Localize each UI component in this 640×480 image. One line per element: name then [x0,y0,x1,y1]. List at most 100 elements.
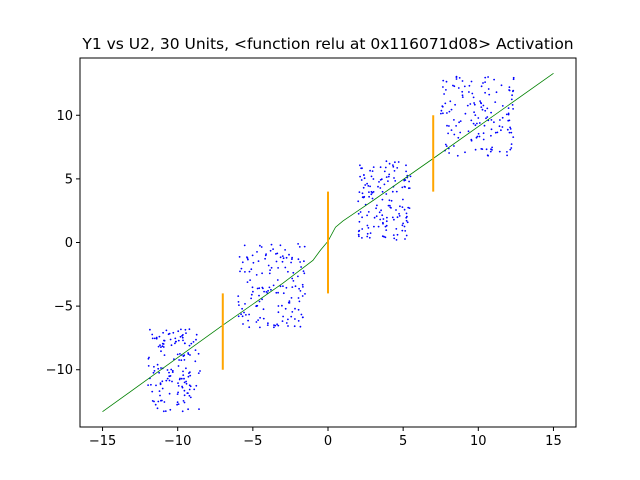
scatter-point [188,344,191,347]
scatter-point [385,220,388,223]
scatter-point [490,134,492,137]
scatter-point [161,387,164,390]
scatter-point [480,148,483,150]
scatter-point [512,90,514,93]
scatter-point [244,271,246,273]
scatter-point [180,377,183,380]
scatter-point [257,260,260,262]
scatter-point [363,174,365,176]
scatter-point [490,111,492,114]
scatter-point [364,184,367,186]
scatter-point [197,372,200,374]
scatter-point [194,349,197,351]
scatter-point [408,207,411,210]
scatter-point [256,287,259,290]
scatter-point [176,393,179,395]
scatter-point [188,372,190,374]
scatter-point [170,344,173,347]
scatter-point [182,334,184,336]
scatter-point [366,235,369,238]
scatter-point [362,186,365,189]
scatter-point [405,212,408,215]
scatter-point [183,401,186,404]
scatter-point [509,127,512,130]
scatter-point [467,130,470,133]
scatter-point [276,323,278,326]
scatter-point [255,305,258,308]
scatter-point [241,261,244,264]
scatter-point [152,371,155,374]
scatter-point [260,246,263,248]
y-tick-label: −10 [46,363,73,378]
scatter-point [279,285,282,288]
scatter-point [458,121,460,124]
scatter-point [270,288,272,291]
scatter-point [257,319,259,321]
scatter-point [174,342,176,345]
scatter-point [383,170,386,173]
scatter-point [184,342,186,345]
scatter-point [285,322,288,324]
scatter-point [177,382,179,384]
scatter-point [384,236,387,239]
scatter-point [288,302,291,304]
scatter-point [404,238,406,240]
scatter-point [299,325,302,328]
scatter-point [251,254,254,257]
scatter-point [281,320,284,322]
scatter-point [255,321,258,323]
scatter-point [242,323,244,325]
scatter-point [240,313,243,316]
scatter-point [360,179,363,181]
scatter-point [281,260,284,263]
scatter-point [388,162,391,165]
scatter-point [288,300,291,302]
scatter-point [359,164,361,167]
scatter-point [482,138,485,141]
scatter-point [177,365,180,367]
scatter-point [247,258,249,261]
scatter-point [247,319,250,322]
scatter-point [188,384,191,387]
scatter-point [445,80,448,83]
scatter-point [381,198,384,201]
scatter-point [303,272,306,275]
scatter-point [275,253,277,255]
scatter-point [163,401,166,403]
scatter-point [164,410,167,412]
scatter-point [181,336,184,339]
scatter-point [161,345,164,348]
scatter-point [405,219,408,222]
scatter-point [189,374,192,377]
scatter-point [165,379,168,382]
scatter-point [512,136,515,139]
scatter-point [237,301,240,303]
scatter-point [401,229,404,232]
scatter-point [466,104,469,107]
scatter-point [387,180,389,183]
scatter-point [385,160,388,163]
scatter-point [393,237,396,240]
scatter-point [384,166,387,169]
scatter-point [153,337,156,340]
scatter-point [301,316,304,319]
scatter-point [276,279,279,281]
scatter-point [294,285,297,288]
scatter-point [150,383,152,386]
scatter-point [281,304,283,307]
scatter-point [474,148,477,151]
scatter-point [387,175,390,178]
scatter-point [151,390,154,393]
scatter-point [277,267,279,269]
chart-title: Y1 vs U2, 30 Units, <function relu at 0x… [81,35,573,53]
scatter-point [275,291,278,294]
scatter-point [179,377,181,380]
scatter-point [491,146,493,149]
scatter-point [189,354,191,356]
scatter-point [377,225,380,228]
scatter-point [258,294,260,297]
scatter-point [453,85,456,88]
scatter-point [403,208,406,211]
scatter-point [303,245,306,248]
scatter-point [512,108,514,110]
